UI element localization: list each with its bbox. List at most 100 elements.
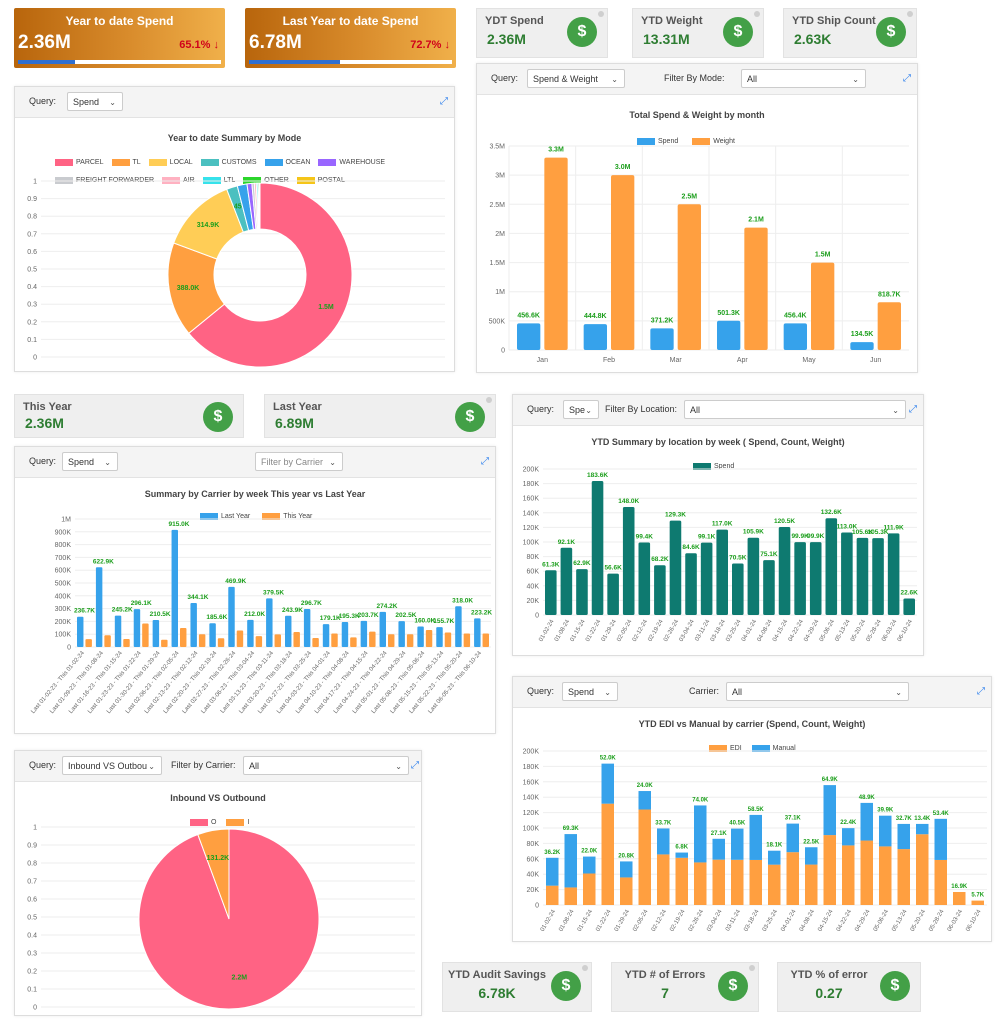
expand-icon[interactable]: ⤢	[903, 73, 911, 84]
lytd-spend-card: Last Year to date Spend 6.78M 72.7% ↓	[245, 8, 456, 68]
close-icon[interactable]	[486, 397, 492, 403]
legend-item[interactable]: OCEAN	[264, 159, 311, 166]
y-tick-label: 500K	[55, 581, 72, 588]
close-icon[interactable]	[907, 11, 913, 17]
spend-weight-query-select[interactable]: Spend & Weight ⌄	[527, 69, 625, 88]
location-query-select[interactable]: Spe ⌄	[563, 400, 599, 419]
edi-query-select[interactable]: Spend ⌄	[562, 682, 618, 701]
close-icon[interactable]	[598, 11, 604, 17]
bar	[638, 542, 651, 615]
inout-filter-select[interactable]: All ⌄	[243, 756, 409, 775]
y-tick-label: 0.7	[27, 231, 37, 238]
dollar-icon: $	[203, 402, 233, 432]
kpi-errors-title: YTD # of Errors	[624, 969, 706, 981]
chevron-down-icon: ⌄	[585, 406, 592, 415]
bar-label: 39.9K	[877, 808, 894, 814]
bar-label: 183.6K	[587, 472, 608, 479]
close-icon[interactable]	[754, 11, 760, 17]
bar	[142, 623, 149, 647]
y-tick-label: 200K	[523, 749, 540, 756]
bar-manual	[564, 834, 577, 888]
legend-item[interactable]: This Year	[262, 513, 312, 520]
legend-item[interactable]: I	[226, 819, 249, 826]
bar-label: 6.8K	[675, 845, 688, 851]
legend-item[interactable]: Weight	[692, 138, 735, 145]
spend-weight-chart-title: Total Spend & Weight by month	[629, 110, 765, 120]
carrier-chart: 0 100K 200K 300K 400K 500K 600K 700K 800K 900K 1M 2…	[30, 517, 492, 716]
y-tick-label: 0.2	[27, 969, 37, 976]
bar-label: 2.5M	[682, 193, 698, 200]
bar-label: 132.6K	[821, 509, 842, 516]
bar-edi	[657, 854, 670, 905]
kpi-ydt-spend-value: 2.36M	[487, 31, 526, 47]
bar-edi	[860, 840, 873, 905]
mode-filter-select[interactable]: All ⌄	[741, 69, 866, 88]
mode-chart-title: Year to date Summary by Mode	[167, 133, 302, 143]
expand-icon[interactable]: ⤢	[481, 456, 489, 467]
mode-panel-header: Query: Spend ⌄ ⤢	[15, 87, 454, 118]
location-filter-select[interactable]: All ⌄	[684, 400, 906, 419]
y-tick-label: 500K	[489, 318, 506, 325]
legend-label: OCEAN	[285, 159, 311, 166]
y-tick-label: 200K	[55, 619, 72, 626]
legend-swatch	[262, 513, 281, 520]
kpi-ytd-ship-count-value: 2.63K	[794, 31, 832, 47]
spend-weight-panel: Query: Spend & Weight ⌄ Filter By Mode: A…	[476, 63, 918, 373]
y-tick-label: 700K	[55, 555, 72, 562]
y-tick-label: 180K	[523, 764, 540, 771]
bar	[266, 598, 273, 647]
y-tick-label: 0	[535, 613, 539, 620]
expand-icon[interactable]: ⤢	[909, 404, 917, 415]
mode-query-select[interactable]: Spend ⌄	[67, 92, 123, 111]
y-tick-label: 0.8	[27, 214, 37, 221]
bar-label: 105.9K	[743, 529, 764, 536]
legend-item[interactable]: Spend	[693, 463, 734, 470]
x-tick-label: 03-11-24	[725, 908, 742, 932]
y-tick-label: 200K	[523, 467, 540, 474]
expand-icon[interactable]: ⤢	[411, 760, 419, 771]
legend-item[interactable]: LOCAL	[148, 159, 193, 166]
legend-swatch	[200, 513, 218, 520]
bar-label: 274.2K	[377, 603, 398, 610]
legend-item[interactable]: O	[190, 819, 216, 826]
bar	[247, 619, 254, 647]
expand-icon[interactable]: ⤢	[977, 686, 985, 697]
legend-item[interactable]: Manual	[751, 745, 796, 752]
legend-item[interactable]: TL	[111, 159, 141, 166]
x-tick-label: 01-15-24	[577, 908, 595, 932]
edi-carrier-select[interactable]: All ⌄	[726, 682, 909, 701]
bar	[669, 520, 682, 615]
bar-label: 40.5K	[729, 821, 746, 827]
legend-item[interactable]: WAREHOUSE	[318, 159, 385, 166]
bar-manual	[712, 838, 725, 860]
legend-item[interactable]: EDI	[709, 745, 742, 752]
y-tick-label: 300K	[55, 606, 72, 613]
carrier-query-select[interactable]: Spend ⌄	[62, 452, 118, 471]
carrier-filter-select[interactable]: Filter by Carrier ⌄	[255, 452, 343, 471]
bar-label: 70.5K	[729, 555, 747, 562]
bar	[576, 569, 588, 615]
y-tick-label: 0	[67, 645, 71, 652]
slice-label: 2.2M	[232, 975, 248, 982]
legend-item[interactable]: Last Year	[200, 513, 250, 520]
legend-item[interactable]: PARCEL	[55, 159, 104, 166]
bar-label: 20.8K	[618, 853, 635, 859]
y-tick-label: 20K	[527, 887, 540, 894]
y-tick-label: 80K	[527, 841, 540, 848]
dollar-icon: $	[880, 971, 910, 1001]
ytd-spend-title: Year to date Spend	[65, 14, 174, 28]
legend-item[interactable]: CUSTOMS	[200, 159, 257, 166]
bar	[732, 563, 744, 615]
legend-swatch	[692, 138, 711, 145]
bar-label: 236.7K	[74, 608, 95, 615]
close-icon[interactable]	[749, 965, 755, 971]
edi-manual-panel: Query: Spend ⌄ Carrier: All ⌄ ⤢ YTD EDI vs…	[512, 676, 992, 942]
expand-icon[interactable]: ⤢	[440, 96, 448, 107]
inout-query-select[interactable]: Inbound VS Outbou ⌄	[62, 756, 162, 775]
x-tick-label: May	[802, 357, 816, 364]
close-icon[interactable]	[582, 965, 588, 971]
legend-item[interactable]: Spend	[637, 138, 678, 145]
x-tick-label: 01-22-24	[595, 908, 613, 932]
bar-edi	[805, 864, 818, 905]
bar	[763, 560, 775, 615]
